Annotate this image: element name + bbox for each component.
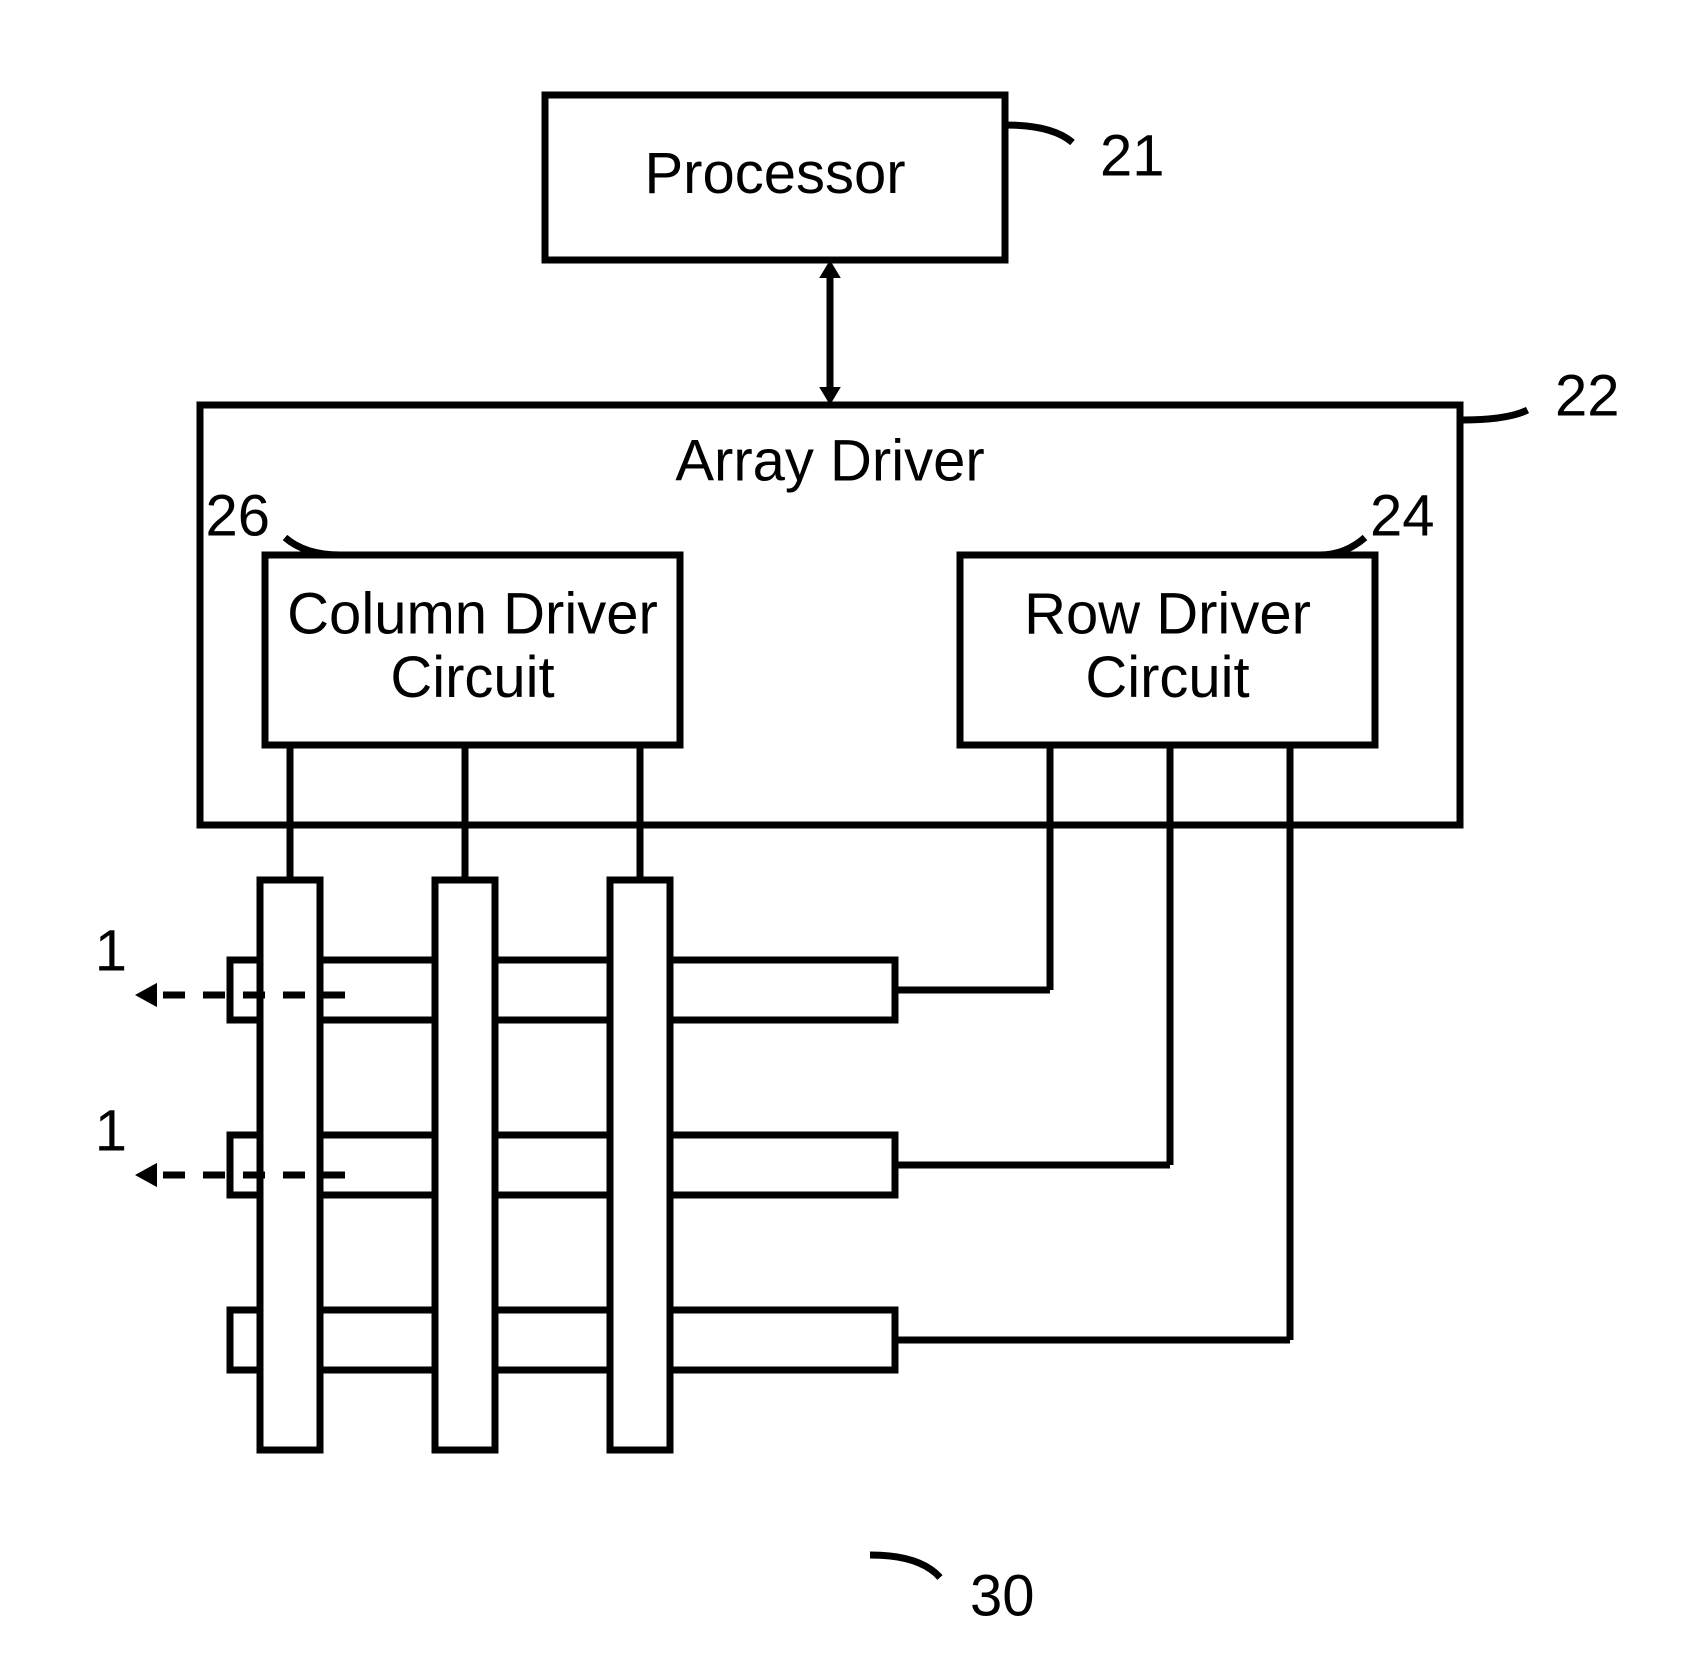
section-arrowhead: [135, 983, 157, 1007]
section-label: 1: [95, 1098, 127, 1163]
callout-label: 26: [205, 483, 270, 548]
column_driver-label-2: Circuit: [390, 645, 554, 710]
row_driver-label-1: Row Driver: [1024, 581, 1311, 646]
callout-leader: [870, 1555, 940, 1578]
grid-column: [610, 880, 670, 1450]
grid-row: [230, 960, 895, 1020]
callout-label: 21: [1100, 123, 1165, 188]
column_driver-label-1: Column Driver: [287, 581, 658, 646]
grid-column: [435, 880, 495, 1450]
diagram-canvas: Processor21Array Driver22Column DriverCi…: [0, 0, 1688, 1673]
grid-row: [230, 1310, 895, 1370]
processor-label: Processor: [644, 141, 905, 206]
array-driver-label: Array Driver: [675, 428, 984, 493]
callout-leader: [1460, 410, 1528, 420]
section-label: 1: [95, 918, 127, 983]
callout-label: 30: [970, 1563, 1035, 1628]
callout-leader: [1005, 125, 1073, 143]
section-arrowhead: [135, 1163, 157, 1187]
callout-label: 24: [1370, 483, 1435, 548]
grid-row: [230, 1135, 895, 1195]
grid-column: [260, 880, 320, 1450]
row_driver-label-2: Circuit: [1085, 645, 1249, 710]
callout-label: 22: [1555, 363, 1620, 428]
